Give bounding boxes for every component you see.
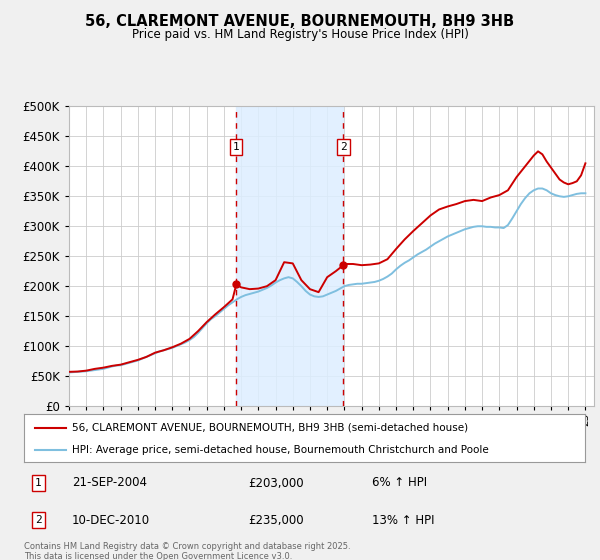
Text: Contains HM Land Registry data © Crown copyright and database right 2025.
This d: Contains HM Land Registry data © Crown c… bbox=[24, 542, 350, 560]
Text: £203,000: £203,000 bbox=[248, 477, 304, 489]
Text: 10-DEC-2010: 10-DEC-2010 bbox=[71, 514, 150, 526]
Text: 21-SEP-2004: 21-SEP-2004 bbox=[71, 477, 146, 489]
Text: 2: 2 bbox=[340, 142, 347, 152]
Text: 1: 1 bbox=[233, 142, 239, 152]
Text: 56, CLAREMONT AVENUE, BOURNEMOUTH, BH9 3HB (semi-detached house): 56, CLAREMONT AVENUE, BOURNEMOUTH, BH9 3… bbox=[71, 423, 468, 433]
Bar bbox=[236, 106, 343, 406]
Text: 6% ↑ HPI: 6% ↑ HPI bbox=[372, 477, 427, 489]
Text: 56, CLAREMONT AVENUE, BOURNEMOUTH, BH9 3HB: 56, CLAREMONT AVENUE, BOURNEMOUTH, BH9 3… bbox=[85, 14, 515, 29]
Text: HPI: Average price, semi-detached house, Bournemouth Christchurch and Poole: HPI: Average price, semi-detached house,… bbox=[71, 445, 488, 455]
Text: 2: 2 bbox=[35, 515, 41, 525]
Text: Price paid vs. HM Land Registry's House Price Index (HPI): Price paid vs. HM Land Registry's House … bbox=[131, 28, 469, 41]
Text: 13% ↑ HPI: 13% ↑ HPI bbox=[372, 514, 434, 526]
Text: 1: 1 bbox=[35, 478, 41, 488]
Text: £235,000: £235,000 bbox=[248, 514, 304, 526]
